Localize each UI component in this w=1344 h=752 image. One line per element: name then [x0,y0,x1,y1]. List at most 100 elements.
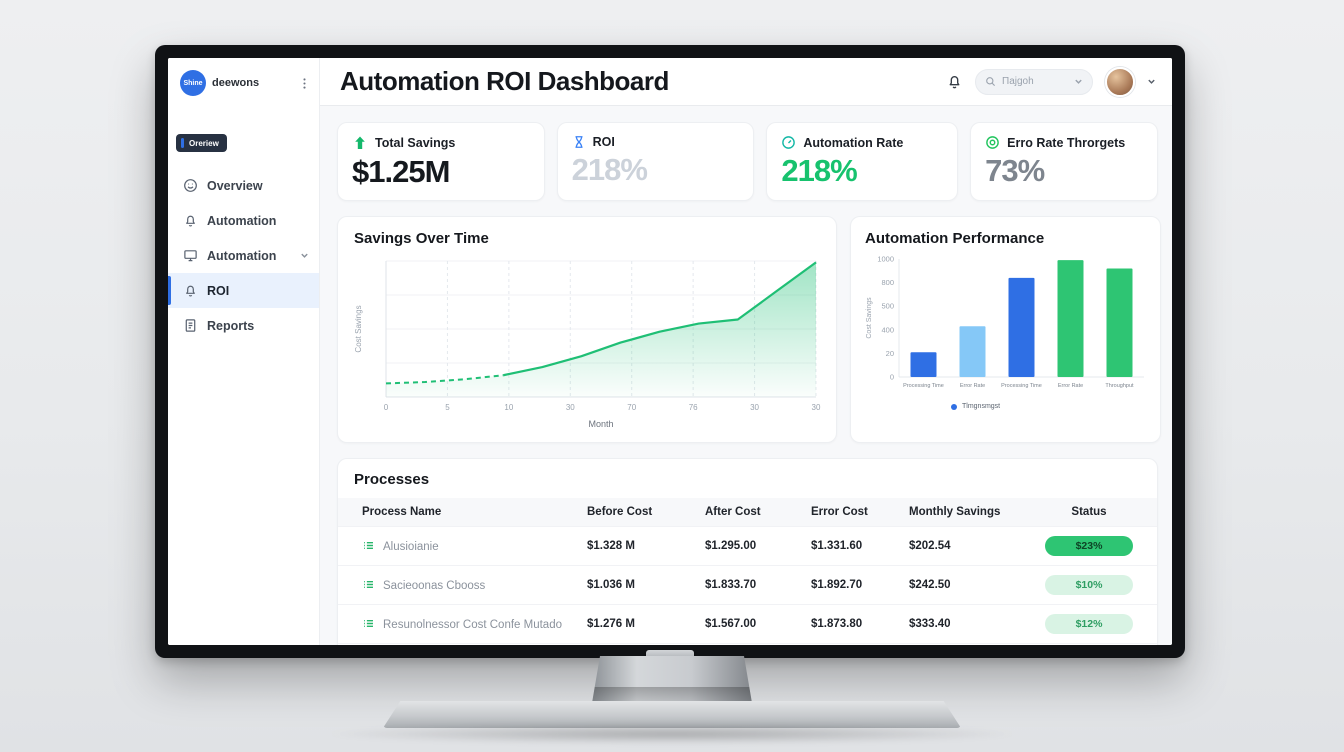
svg-text:800: 800 [881,278,894,287]
legend-dot-icon [951,403,957,410]
error-cost: $1.331.60 [801,526,899,566]
monitor-shadow [320,724,1024,744]
kpi-card: ROI 218% [556,122,755,201]
sidebar-item-icon [183,283,198,298]
before-cost: $1.328 M [577,526,695,566]
processes-card: Processes Process Name Before Cost After… [337,458,1158,645]
sidebar-item-label: Automation [207,213,277,228]
col-status: Status [1071,506,1107,518]
sidebar-item[interactable]: Automation [168,238,319,273]
status-badge: $23% [1045,536,1133,556]
kpi-label: ROI [592,135,615,149]
svg-text:0: 0 [890,373,894,382]
notifications-bell-icon[interactable] [946,73,963,90]
svg-text:Processing Time: Processing Time [1001,383,1042,389]
sidebar-item-label: Reports [207,318,255,333]
kpi-icon [352,135,368,151]
user-menu-chevron-icon[interactable] [1147,77,1156,86]
chevron-down-icon[interactable] [300,251,309,260]
sidebar: Shine deewons Oreriew Overview [168,58,320,645]
svg-text:20: 20 [886,349,894,358]
monitor-stand-base [383,701,961,728]
col-process-name: Process Name [362,506,442,518]
kpi-value: 218% [781,153,857,188]
monthly-savings: $202.54 [899,526,1021,566]
legend-label: Tlmgnsmgst [962,403,1001,410]
svg-text:70: 70 [627,403,636,412]
sidebar-item[interactable]: Automation [168,203,319,238]
after-cost: $1.567.00 [695,604,801,644]
svg-text:30: 30 [812,403,821,412]
sidebar-item-label: Overview [207,178,263,193]
search-input[interactable]: Пajgoh [975,68,1093,95]
table-row[interactable]: Sacieoonas Cbooss $1.036 M $1.833.70 $1.… [338,565,1157,605]
col-after-cost: After Cost [705,506,761,518]
process-name: Alusioianie [383,541,439,553]
chart-legend: Tlmgnsmgst [951,403,1148,410]
sidebar-item[interactable]: Reports [168,308,319,343]
user-avatar[interactable] [1105,66,1135,97]
sidebar-item-icon [183,318,198,333]
svg-text:Cost Savings: Cost Savings [866,297,873,339]
kpi-card: Total Savings $1.25M [337,122,545,201]
before-cost: $1.314 M [577,643,695,645]
section-badge: Oreriew [176,134,227,152]
svg-text:Error Rate: Error Rate [960,383,985,389]
search-icon [985,76,996,87]
savings-over-time-card: Savings Over Time 0 5 10 30 70 76 30 30 Cost Sav… [337,216,837,443]
automation-performance-card: Automation Performance 0 20 400 500 800 1000 P… [850,216,1161,443]
processes-table: Process Name Before Cost After Cost Erro… [338,498,1157,645]
monthly-savings: $242.50 [899,565,1021,605]
kpi-value: 218% [571,152,648,187]
sidebar-item-icon [183,248,198,263]
table-header-row: Process Name Before Cost After Cost Erro… [338,498,1157,527]
error-cost: $2.037.50 [801,643,899,645]
sidebar-item-icon [183,213,198,228]
screen: Shine deewons Oreriew Overview [168,58,1172,645]
main-area: Automation ROI Dashboard Пajgoh [320,58,1172,645]
before-cost: $1.276 M [577,604,695,644]
before-cost: $1.036 M [577,565,695,605]
col-monthly-savings: Monthly Savings [909,506,1001,518]
kpi-card: Erro Rate Throrgets 73% [970,122,1158,201]
col-before-cost: Before Cost [587,506,653,518]
svg-text:Error Rate: Error Rate [1058,383,1083,389]
brand-row: Shine deewons [168,58,319,104]
after-cost: $1.833.70 [695,565,801,605]
table-row[interactable]: Resunolnessor Cost Confe Mutado $1.276 M… [338,604,1157,644]
table-row[interactable]: Bmessesse $1.314 M $1.310.00 $2.037.50 $… [338,643,1157,645]
sidebar-item[interactable]: ROI [168,273,319,308]
svg-text:30: 30 [750,403,759,412]
table-row[interactable]: Alusioianie $1.328 M $1.295.00 $1.331.60… [338,526,1157,566]
page-title: Automation ROI Dashboard [340,66,669,96]
charts-row: Savings Over Time 0 5 10 30 70 76 30 30 Cost Sav… [337,216,1161,443]
dashboard-content: Total Savings $1.25M ROI 218% [320,106,1172,645]
savings-over-time-chart: 0 5 10 30 70 76 30 30 Cost Savings Month [354,260,821,429]
brand-name: deewons [212,77,260,89]
col-error-cost: Error Cost [811,506,868,518]
kpi-icon [781,135,796,150]
sidebar-item-label: Automation [207,248,277,263]
svg-text:Processing Time: Processing Time [903,383,944,389]
kpi-row: Total Savings $1.25M ROI 218% [337,122,1158,201]
svg-text:76: 76 [689,403,698,412]
monthly-savings: $333.40 [899,604,1021,644]
kebab-menu-icon[interactable] [298,77,311,90]
automation-performance-chart: 0 20 400 500 800 1000 Processing Time Error Rat… [866,255,1144,389]
svg-text:Month: Month [588,419,613,429]
svg-text:Cost Savings: Cost Savings [354,305,363,352]
svg-text:0: 0 [384,403,389,412]
svg-text:5: 5 [445,403,450,412]
monthly-savings: $313.45 [899,643,1021,645]
sidebar-nav: Overview Automation Automation [168,168,319,343]
kpi-value: 73% [985,153,1045,188]
monitor-stand-neck [592,656,752,703]
kpi-icon [985,135,1000,150]
sidebar-item-label: ROI [207,283,230,298]
kpi-icon [572,135,586,149]
search-placeholder: Пajgoh [1002,76,1034,87]
status-badge: $10% [1045,575,1133,595]
kpi-card: Automation Rate 218% [766,122,959,201]
sidebar-item[interactable]: Overview [168,168,319,203]
